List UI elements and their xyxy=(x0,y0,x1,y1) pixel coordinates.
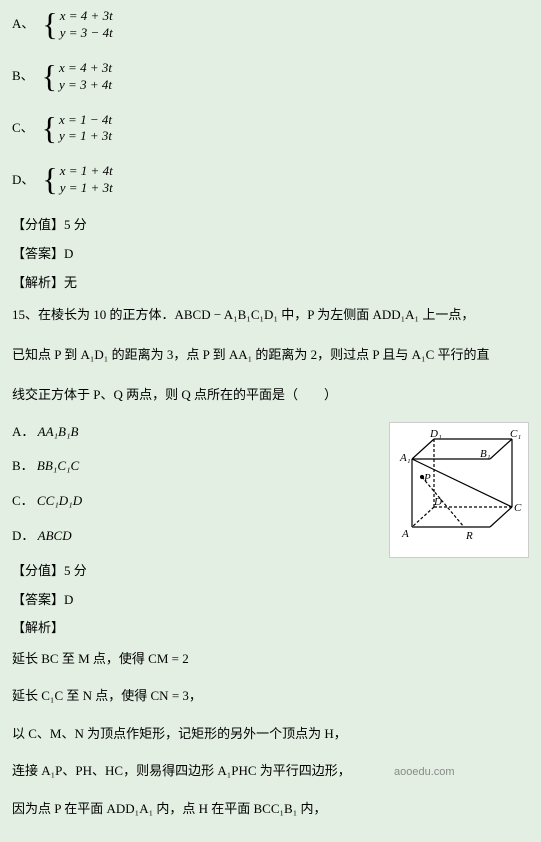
option-label: D． xyxy=(12,528,34,543)
equation-line: x = 4 + 3t xyxy=(59,60,112,77)
option-label: B、 xyxy=(12,66,34,87)
equation-system: { x = 4 + 3t y = 3 + 4t xyxy=(42,60,112,94)
watermark-text: aooedu.com xyxy=(394,766,455,778)
option-label: A． xyxy=(12,424,34,439)
label-a: A xyxy=(401,528,409,540)
option-d: D、 { x = 1 + 4t y = 1 + 3t xyxy=(12,163,529,197)
equation-line: y = 1 + 3t xyxy=(59,128,112,145)
equation-line: y = 1 + 3t xyxy=(60,180,113,197)
option-label: C、 xyxy=(12,118,34,139)
q15-body: A． AA₁B₁B B． BB₁C₁C C． CC₁D₁D D． ABCD xyxy=(12,422,529,561)
option-a: A． AA₁B₁B xyxy=(12,422,381,443)
equation-system: { x = 1 + 4t y = 1 + 3t xyxy=(42,163,112,197)
option-c: C、 { x = 1 − 4t y = 1 + 3t xyxy=(12,112,529,146)
label-d1: D₁ xyxy=(429,428,442,440)
option-b: B． BB₁C₁C xyxy=(12,456,381,477)
solution-text: 连接 A₁P、PH、HC，则易得四边形 A₁PHC 为平行四边形， xyxy=(12,763,351,778)
option-label: A、 xyxy=(12,14,34,35)
solution-line: 延长 C₁C 至 N 点，使得 CN = 3， xyxy=(12,684,529,707)
option-b: B、 { x = 4 + 3t y = 3 + 4t xyxy=(12,60,529,94)
option-label: B． xyxy=(12,458,34,473)
q14-options: A、 { x = 4 + 3t y = 3 − 4t B、 { x = 4 + … xyxy=(12,8,529,197)
option-c: C． CC₁D₁D xyxy=(12,491,381,512)
q15-stem-2: 已知点 P 到 A₁D₁ 的距离为 3，点 P 到 AA₁ 的距离为 2，则过点… xyxy=(12,342,529,368)
label-r: R xyxy=(465,530,473,542)
brace-icon: { xyxy=(42,12,57,38)
score-label: 【分值】5 分 xyxy=(12,561,529,582)
label-c: C xyxy=(514,502,522,514)
equation-system: { x = 1 − 4t y = 1 + 3t xyxy=(42,112,112,146)
solution-line: 因为点 P 在平面 ADD₁A₁ 内，点 H 在平面 BCC₁B₁ 内， xyxy=(12,797,529,820)
analysis-label: 【解析】 xyxy=(12,618,529,639)
option-text: BB₁C₁C xyxy=(37,458,79,473)
solution-line: 延长 BC 至 M 点，使得 CM = 2 xyxy=(12,647,529,670)
option-label: D、 xyxy=(12,170,34,191)
option-text: ABCD xyxy=(38,528,72,543)
label-b1: B₁ xyxy=(480,448,491,460)
label-d: D xyxy=(433,496,442,508)
option-a: A、 { x = 4 + 3t y = 3 − 4t xyxy=(12,8,529,42)
cube-figure: D₁ C₁ A₁ B₁ P A D C R xyxy=(389,422,529,559)
option-text: AA₁B₁B xyxy=(38,424,79,439)
solution-line: 以 C、M、N 为顶点作矩形，记矩形的另外一个顶点为 H， xyxy=(12,722,529,745)
brace-icon: { xyxy=(42,64,57,90)
answer-label: 【答案】D xyxy=(12,590,529,611)
equation-system: { x = 4 + 3t y = 3 − 4t xyxy=(42,8,112,42)
solution-line: 连接 A₁P、PH、HC，则易得四边形 A₁PHC 为平行四边形， aooedu… xyxy=(12,759,529,783)
label-a1: A₁ xyxy=(399,452,411,464)
equation-line: y = 3 + 4t xyxy=(59,77,112,94)
brace-icon: { xyxy=(42,116,57,142)
brace-icon: { xyxy=(42,167,57,193)
score-label: 【分值】5 分 xyxy=(12,215,529,236)
analysis-label: 【解析】无 xyxy=(12,273,529,294)
q15-stem-3: 线交正方体于 P、Q 两点，则 Q 点所在的平面是（ ） xyxy=(12,382,529,408)
option-d: D． ABCD xyxy=(12,526,381,547)
equation-line: x = 1 + 4t xyxy=(60,163,113,180)
label-c1: C₁ xyxy=(510,428,521,440)
q15-options: A． AA₁B₁B B． BB₁C₁C C． CC₁D₁D D． ABCD xyxy=(12,422,381,561)
option-label: C． xyxy=(12,493,34,508)
answer-label: 【答案】D xyxy=(12,244,529,265)
equation-line: y = 3 − 4t xyxy=(60,25,113,42)
equation-line: x = 1 − 4t xyxy=(59,112,112,129)
q15-stem-1: 15、在棱长为 10 的正方体．ABCD − A₁B₁C₁D₁ 中，P 为左侧面… xyxy=(12,302,529,328)
equation-line: x = 4 + 3t xyxy=(60,8,113,25)
label-p: P xyxy=(423,472,431,484)
cube-svg: D₁ C₁ A₁ B₁ P A D C R xyxy=(394,427,522,547)
option-text: CC₁D₁D xyxy=(37,493,82,508)
